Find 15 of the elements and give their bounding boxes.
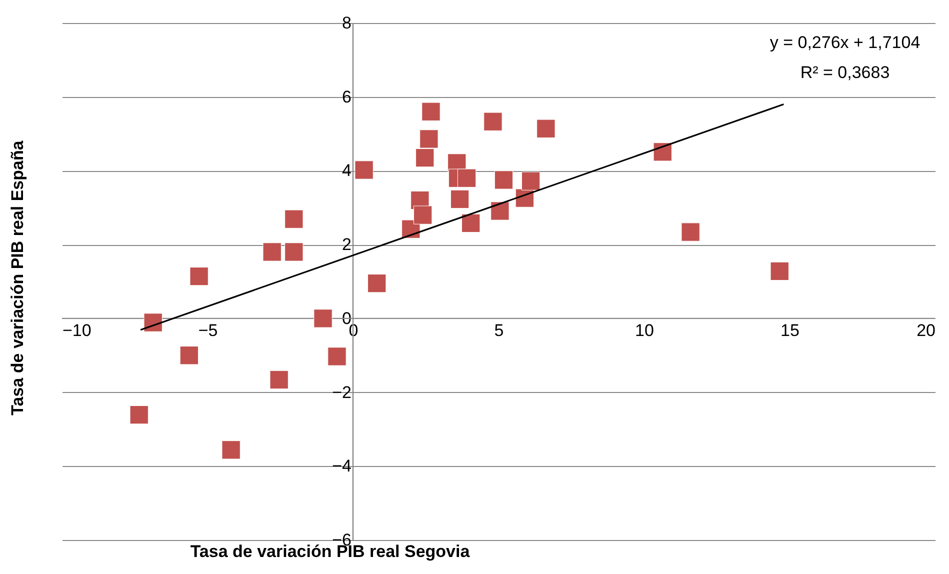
x-tick-label: 10 <box>635 320 654 340</box>
annotation: R² = 0,3683 <box>800 63 890 82</box>
y-tick-label: −4 <box>332 456 352 476</box>
y-tick-label: −2 <box>332 382 352 402</box>
y-tick-label: 8 <box>342 14 352 32</box>
y-tick-label: 4 <box>342 161 352 180</box>
x-tick-label: 5 <box>494 320 504 340</box>
y-tick-label: 2 <box>342 235 352 254</box>
x-tick-label: 15 <box>780 320 800 340</box>
annotation: y = 0,276x + 1,7104 <box>770 33 920 52</box>
x-tick-label: 20 <box>916 320 936 340</box>
y-axis-title: Tasa de variación PIB real España <box>8 140 27 416</box>
y-tick-label: 6 <box>342 87 352 106</box>
x-tick-label: −5 <box>198 320 218 340</box>
x-tick-label: −10 <box>62 320 92 340</box>
